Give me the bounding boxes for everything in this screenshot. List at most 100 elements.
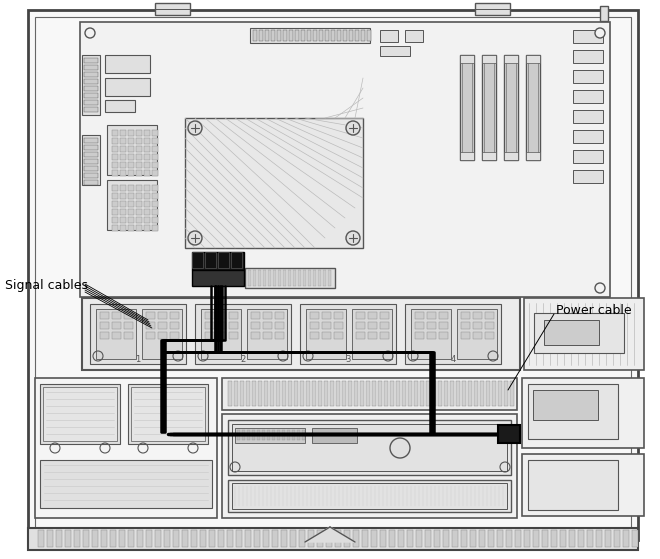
Bar [124, 322, 133, 329]
Bar [352, 309, 392, 359]
Bar [245, 268, 335, 288]
Bar [318, 381, 322, 406]
Bar [158, 312, 167, 319]
Bar [380, 332, 389, 339]
Bar [112, 162, 118, 168]
Bar [84, 173, 98, 178]
Bar [297, 430, 300, 440]
Bar [205, 332, 214, 339]
Bar [235, 428, 305, 443]
Bar [128, 146, 134, 152]
Bar [82, 135, 100, 185]
Bar [302, 430, 305, 440]
Bar [170, 312, 179, 319]
Bar [310, 322, 319, 329]
Bar [317, 530, 323, 547]
Bar [82, 298, 520, 370]
Bar [411, 309, 451, 359]
Bar [276, 381, 280, 406]
Circle shape [188, 231, 202, 245]
Bar [396, 381, 400, 406]
Bar [242, 430, 245, 440]
Bar [439, 312, 448, 319]
Bar [112, 170, 118, 176]
Bar [506, 530, 512, 547]
Bar [136, 201, 142, 207]
Bar [326, 530, 332, 547]
Bar [120, 201, 126, 207]
Bar [380, 30, 398, 42]
Bar [313, 270, 316, 286]
Bar [84, 152, 98, 157]
Bar [443, 530, 449, 547]
Bar [248, 270, 251, 286]
Bar [551, 530, 557, 547]
Bar [254, 530, 260, 547]
Bar [434, 530, 440, 547]
Bar [331, 30, 335, 41]
Bar [318, 270, 321, 286]
Bar [378, 381, 382, 406]
Bar [498, 425, 520, 443]
Bar [360, 381, 364, 406]
Bar [380, 322, 389, 329]
Bar [295, 30, 299, 41]
Bar [324, 381, 328, 406]
Bar [105, 100, 135, 112]
Bar [84, 72, 98, 77]
Bar [444, 381, 448, 406]
Bar [146, 530, 152, 547]
Bar [470, 530, 476, 547]
Bar [155, 3, 190, 15]
Bar [282, 381, 286, 406]
Bar [473, 322, 482, 329]
Bar [273, 270, 276, 286]
Bar [217, 332, 226, 339]
Bar [120, 138, 126, 144]
Bar [128, 154, 134, 160]
Bar [228, 420, 511, 475]
Bar [299, 530, 305, 547]
Bar [488, 530, 494, 547]
Bar [573, 110, 603, 123]
Bar [144, 130, 150, 136]
Bar [136, 138, 142, 144]
Bar [560, 530, 566, 547]
Bar [124, 312, 133, 319]
Bar [144, 225, 150, 231]
Bar [528, 384, 618, 439]
Bar [322, 322, 331, 329]
Bar [263, 270, 266, 286]
Bar [74, 530, 80, 547]
Bar [144, 138, 150, 144]
Bar [355, 30, 359, 41]
Bar [144, 193, 150, 199]
Bar [144, 170, 150, 176]
Bar [128, 201, 134, 207]
Bar [504, 381, 508, 406]
Bar [484, 58, 494, 157]
Bar [182, 530, 188, 547]
Circle shape [390, 438, 410, 458]
Bar [528, 58, 538, 157]
Bar [112, 193, 118, 199]
Bar [201, 309, 241, 359]
Bar [267, 430, 270, 440]
Bar [323, 270, 326, 286]
Bar [100, 312, 109, 319]
Bar [170, 322, 179, 329]
Bar [474, 381, 478, 406]
Bar [158, 322, 167, 329]
Bar [47, 530, 53, 547]
Bar [510, 381, 514, 406]
Text: 3: 3 [345, 354, 350, 363]
Bar [482, 55, 496, 63]
Bar [337, 30, 341, 41]
Bar [144, 185, 150, 191]
Bar [84, 180, 98, 185]
Bar [312, 428, 357, 443]
Bar [573, 170, 603, 183]
Bar [128, 530, 134, 547]
Bar [306, 309, 346, 359]
Bar [222, 414, 517, 518]
